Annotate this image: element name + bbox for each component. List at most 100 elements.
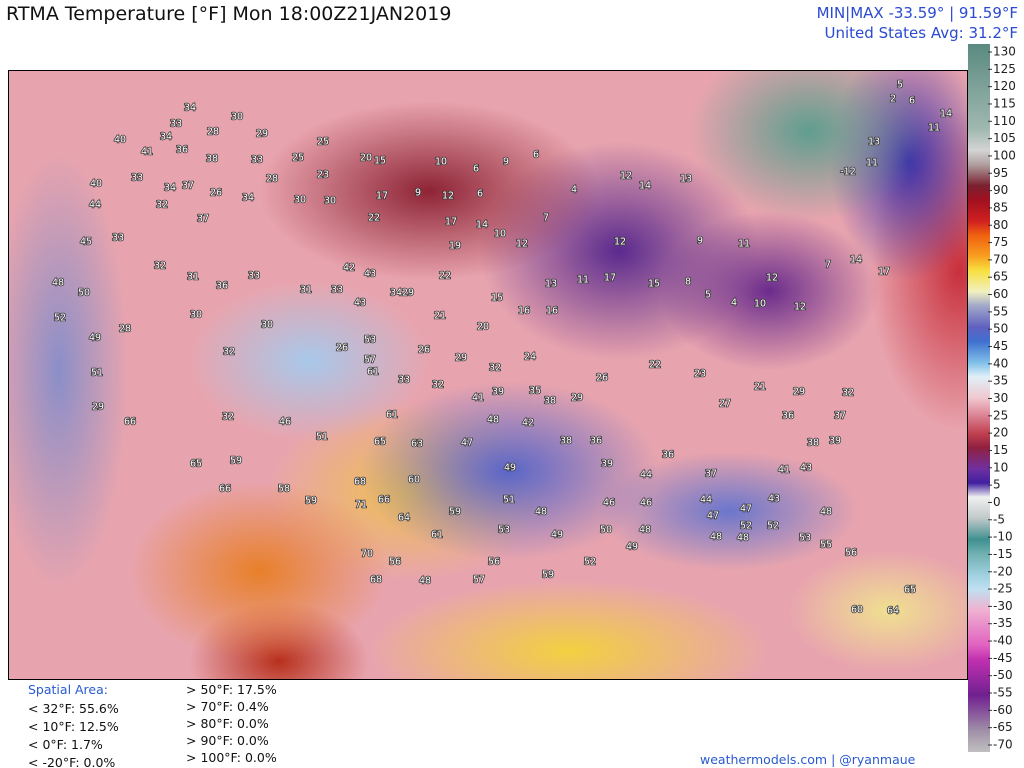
station-temp: 6 — [909, 96, 915, 107]
station-temp: 48 — [820, 507, 832, 518]
station-temp: 21 — [754, 382, 766, 393]
station-temp: 6 — [477, 189, 483, 200]
scale-label: 85 — [993, 200, 1008, 214]
station-temp: 28 — [266, 174, 278, 185]
stat-above: > 80°F: 0.0% — [186, 716, 269, 731]
station-temp: 39 — [601, 459, 613, 470]
title: RTMA Temperature [°F] Mon 18:00Z21JAN201… — [6, 3, 451, 25]
station-temp: 43 — [364, 269, 376, 280]
station-temp: 29 — [256, 129, 268, 140]
station-temp: 39 — [829, 436, 841, 447]
station-temp: 32 — [156, 200, 168, 211]
scale-label: 5 — [993, 478, 1001, 492]
station-temp: 68 — [370, 575, 382, 586]
station-temp: 25 — [292, 153, 304, 164]
station-temp: 50 — [600, 525, 612, 536]
station-temp: 48 — [419, 576, 431, 587]
station-temp: 64 — [887, 606, 899, 617]
station-temp: 47 — [707, 511, 719, 522]
station-temp: 34 — [184, 103, 196, 114]
station-temp: 17 — [604, 273, 616, 284]
station-temp: 48 — [639, 525, 651, 536]
scale-label: 10 — [993, 460, 1008, 474]
station-temp: 59 — [230, 456, 242, 467]
station-temp: 21 — [434, 311, 446, 322]
scale-label: -45 — [993, 651, 1013, 665]
station-temp: 65 — [190, 459, 202, 470]
station-temp: 38 — [560, 436, 572, 447]
station-temp: 14 — [476, 220, 488, 231]
station-temp: 15 — [648, 279, 660, 290]
station-temp: 28 — [207, 127, 219, 138]
station-temp: 30 — [294, 195, 306, 206]
station-temp: 34 — [390, 288, 402, 299]
station-temp: 34 — [164, 183, 176, 194]
scale-label: -65 — [993, 720, 1013, 734]
station-temp: 47 — [740, 504, 752, 515]
station-temp: 66 — [219, 484, 231, 495]
station-temp: 9 — [697, 236, 703, 247]
stats-title: Spatial Area: — [28, 682, 108, 697]
station-temp: 16 — [546, 306, 558, 317]
scale-label: 120 — [993, 79, 1016, 93]
station-temp: 37 — [197, 214, 209, 225]
station-temp: 48 — [710, 532, 722, 543]
scale-label: 50 — [993, 322, 1008, 336]
station-temp: 65 — [374, 437, 386, 448]
scale-label: 130 — [993, 45, 1016, 59]
min-max: MIN|MAX -33.59° | 91.59°F — [817, 4, 1018, 22]
scale-label: 65 — [993, 270, 1008, 284]
station-temp: 22 — [368, 213, 380, 224]
station-temp: 6 — [533, 150, 539, 161]
scale-label: 35 — [993, 374, 1008, 388]
station-temp: 56 — [389, 557, 401, 568]
station-temp: 32 — [222, 412, 234, 423]
station-temp: 63 — [411, 439, 423, 450]
station-temp: 59 — [449, 507, 461, 518]
scale-label: 40 — [993, 356, 1008, 370]
station-temp: 52 — [584, 557, 596, 568]
station-temp: 56 — [488, 557, 500, 568]
station-temp: 26 — [336, 343, 348, 354]
station-temp: 52 — [740, 521, 752, 532]
station-temp: 16 — [518, 306, 530, 317]
station-temp: 57 — [473, 575, 485, 586]
stat-above: > 90°F: 0.0% — [186, 733, 269, 748]
station-temp: 29 — [402, 288, 414, 299]
station-temp: 11 — [577, 275, 589, 286]
credit: weathermodels.com | @ryanmaue — [700, 752, 916, 767]
station-temp: 40 — [90, 179, 102, 190]
station-temp: 17 — [376, 191, 388, 202]
station-temp: 37 — [834, 411, 846, 422]
station-temp: 32 — [489, 363, 501, 374]
station-temp: -12 — [840, 167, 856, 178]
station-temp: 32 — [223, 347, 235, 358]
station-temp: 20 — [477, 322, 489, 333]
scale-label: -50 — [993, 668, 1013, 682]
station-temp: 38 — [544, 396, 556, 407]
scale-label: 60 — [993, 287, 1008, 301]
station-temp: 13 — [868, 137, 880, 148]
station-temp: 46 — [640, 498, 652, 509]
station-temp: 23 — [317, 170, 329, 181]
station-temp: 4 — [571, 185, 577, 196]
station-temp: 41 — [472, 393, 484, 404]
station-temp: 33 — [398, 375, 410, 386]
scale-label: 100 — [993, 148, 1016, 162]
station-temp: 12 — [442, 191, 454, 202]
station-temp: 33 — [112, 233, 124, 244]
average: United States Avg: 31.2°F — [825, 24, 1018, 42]
station-temp: 33 — [170, 119, 182, 130]
station-temp: 36 — [176, 145, 188, 156]
station-temp: 43 — [768, 494, 780, 505]
scale-label: 55 — [993, 304, 1008, 318]
station-temp: 70 — [361, 549, 373, 560]
station-temp: 46 — [279, 417, 291, 428]
station-temp: 32 — [842, 388, 854, 399]
station-temp: 13 — [545, 279, 557, 290]
scale-label: 45 — [993, 339, 1008, 353]
station-temp: 48 — [737, 533, 749, 544]
scale-label: 30 — [993, 391, 1008, 405]
station-temp: 49 — [89, 333, 101, 344]
station-temp: 15 — [491, 293, 503, 304]
